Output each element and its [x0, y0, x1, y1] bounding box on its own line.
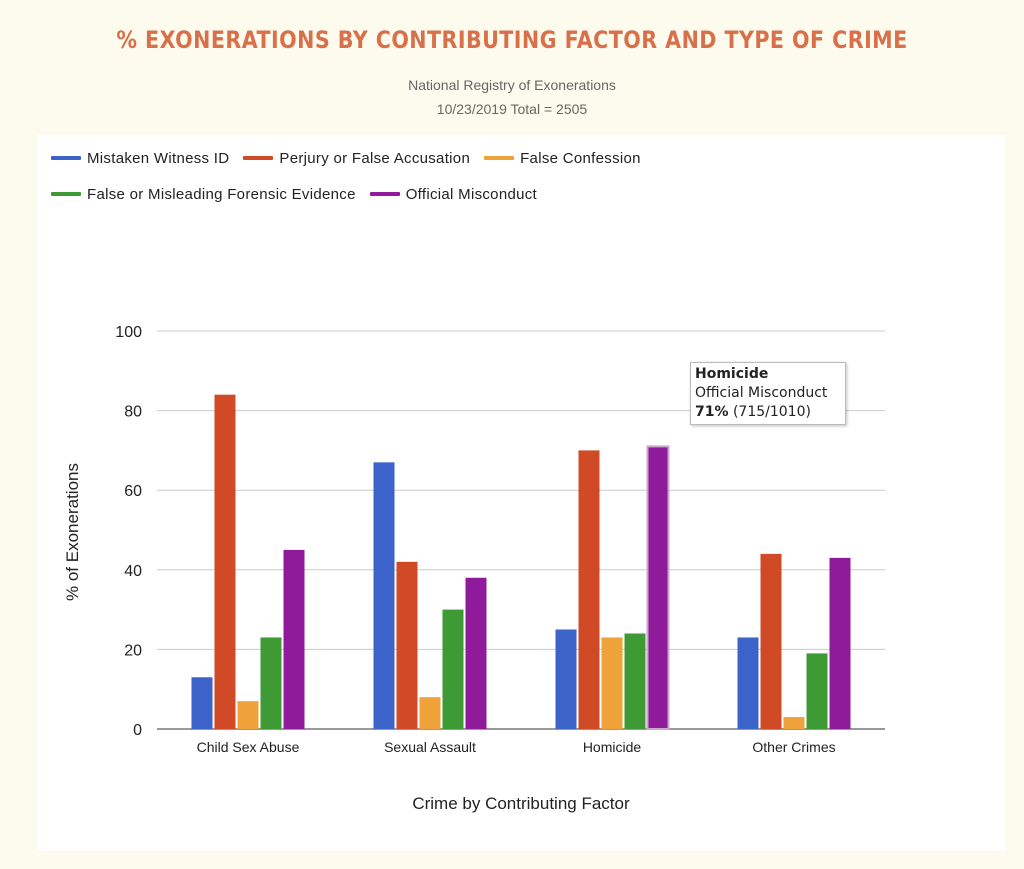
bar[interactable] — [737, 637, 759, 729]
chart-card: Mistaken Witness ID Perjury or False Acc… — [37, 135, 1005, 851]
legend-swatch — [51, 192, 81, 196]
legend-label: Official Misconduct — [405, 185, 538, 203]
legend-item-perjury[interactable]: Perjury or False Accusation — [243, 150, 470, 167]
y-tick-label: 0 — [133, 722, 142, 739]
x-tick-label: Other Crimes — [752, 739, 835, 755]
bar[interactable] — [373, 462, 395, 729]
bar[interactable] — [442, 609, 464, 729]
tooltip-series: Official Misconduct — [695, 385, 828, 401]
chart-source: National Registry of Exonerations — [408, 77, 616, 93]
tooltip-percent: 71% — [695, 404, 729, 420]
y-tick-label: 60 — [124, 483, 142, 500]
legend-item-forensic-evidence[interactable]: False or Misleading Forensic Evidence — [51, 186, 356, 203]
bar[interactable] — [646, 445, 670, 730]
y-tick-label: 20 — [124, 642, 142, 659]
bar[interactable] — [555, 629, 577, 730]
bar[interactable] — [260, 637, 282, 729]
legend-swatch — [484, 156, 515, 160]
legend-label: False or Misleading Forensic Evidence — [87, 185, 356, 203]
legend-item-mistaken-witness[interactable]: Mistaken Witness ID — [51, 150, 229, 167]
bar[interactable] — [465, 577, 487, 729]
tooltip-category: Homicide — [695, 366, 769, 382]
bar-tooltip: Homicide Official Misconduct 71% (715/10… — [690, 362, 846, 425]
legend-label: Mistaken Witness ID — [87, 149, 230, 167]
bar[interactable] — [396, 561, 418, 729]
bar[interactable] — [578, 450, 600, 729]
legend-label: False Confession — [520, 149, 641, 167]
y-tick-label: 80 — [124, 404, 142, 421]
bar[interactable] — [283, 549, 305, 729]
legend-item-false-confession[interactable]: False Confession — [484, 150, 641, 167]
x-tick-label: Sexual Assault — [384, 739, 476, 755]
bar[interactable] — [419, 697, 441, 729]
bar[interactable] — [214, 394, 236, 729]
legend-swatch — [51, 156, 81, 160]
bar[interactable] — [806, 653, 828, 729]
bar[interactable] — [760, 553, 782, 729]
legend-row-1: Mistaken Witness ID Perjury or False Acc… — [51, 147, 951, 169]
legend-swatch — [243, 156, 274, 160]
y-tick-label: 40 — [124, 563, 142, 580]
legend-row-2: False or Misleading Forensic Evidence Of… — [51, 183, 951, 205]
bar[interactable] — [191, 677, 213, 729]
x-tick-label: Homicide — [583, 739, 642, 755]
chart-date-total: 10/23/2019 Total = 2505 — [436, 101, 588, 117]
legend-swatch — [369, 192, 400, 196]
x-tick-label: Child Sex Abuse — [197, 739, 300, 755]
bar[interactable] — [237, 701, 259, 729]
bar-chart: 0 20 40 60 80 100 Child Sex Abuse Sexual Assaul… — [63, 324, 885, 813]
bar[interactable] — [601, 637, 623, 729]
chart-title: % EXONERATIONS BY CONTRIBUTING FACTOR AN… — [116, 26, 908, 54]
chart-legend: Mistaken Witness ID Perjury or False Acc… — [51, 147, 951, 219]
legend-label: Perjury or False Accusation — [279, 149, 471, 167]
bar[interactable] — [829, 557, 851, 729]
y-axis-title: % of Exonerations — [63, 463, 82, 601]
bar[interactable] — [624, 633, 646, 729]
y-tick-label: 100 — [115, 324, 142, 341]
tooltip-fraction: (715/1010) — [732, 404, 811, 420]
legend-item-official-misconduct[interactable]: Official Misconduct — [369, 185, 538, 203]
bar[interactable] — [783, 717, 805, 729]
x-axis-title: Crime by Contributing Factor — [412, 794, 630, 813]
